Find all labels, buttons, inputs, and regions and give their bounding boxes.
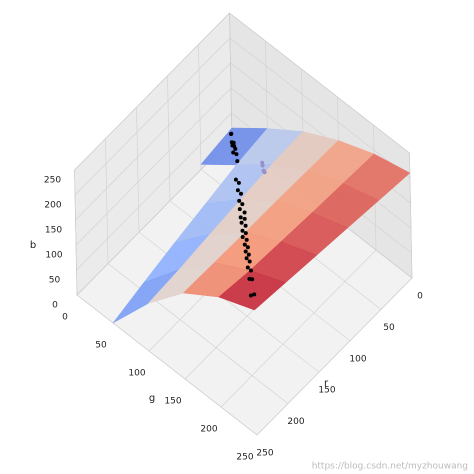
x-axis-label: r bbox=[324, 378, 329, 389]
x-tick-label: 150 bbox=[318, 386, 335, 396]
scatter-point bbox=[243, 231, 248, 236]
scatter-point bbox=[237, 207, 242, 212]
grid-line bbox=[256, 277, 413, 436]
watermark: https://blog.csdn.net/myzhouwang bbox=[312, 462, 468, 472]
scatter-point bbox=[252, 292, 257, 297]
scatter-point bbox=[248, 293, 253, 298]
grid-line bbox=[107, 263, 289, 404]
scatter-point bbox=[234, 152, 239, 157]
scatter-point bbox=[244, 237, 249, 242]
grid-line bbox=[74, 12, 230, 171]
grid-line bbox=[198, 44, 202, 170]
z-tick-label: 250 bbox=[44, 176, 61, 186]
scatter-point bbox=[230, 143, 235, 148]
grid-line bbox=[105, 138, 109, 264]
y-tick-label: 250 bbox=[236, 453, 253, 463]
scatter-point bbox=[238, 215, 243, 220]
scatter-point bbox=[243, 249, 248, 254]
scatter-point bbox=[243, 223, 248, 228]
x-tick-label: 0 bbox=[417, 292, 423, 302]
z-axis-label: b bbox=[30, 240, 36, 251]
x-tick-label: 200 bbox=[287, 417, 304, 427]
z-tick-label: 0 bbox=[52, 301, 58, 311]
z-tick-label: 50 bbox=[49, 276, 61, 286]
grid-line bbox=[220, 249, 377, 408]
z-tick-label: 150 bbox=[45, 226, 62, 236]
scatter-point bbox=[240, 202, 245, 207]
x-tick-label: 100 bbox=[349, 354, 366, 364]
scatter-point bbox=[240, 235, 245, 239]
z-tick-label: 100 bbox=[45, 251, 62, 261]
scatter-point bbox=[245, 245, 250, 250]
grid-line bbox=[74, 169, 78, 296]
scatter-point bbox=[239, 220, 244, 225]
z-tick-label: 200 bbox=[44, 201, 61, 211]
scatter-point bbox=[245, 265, 250, 270]
y-tick-label: 150 bbox=[164, 397, 181, 407]
scatter-point bbox=[239, 191, 243, 196]
grid-line bbox=[75, 62, 231, 221]
grid-line bbox=[76, 112, 232, 271]
grid-line bbox=[229, 12, 233, 139]
grid-line bbox=[75, 87, 232, 246]
grid-line bbox=[229, 37, 411, 179]
grid-line bbox=[229, 12, 410, 154]
grid-line bbox=[167, 75, 171, 201]
scatter-point bbox=[247, 259, 252, 264]
scatter-point bbox=[235, 159, 240, 164]
scatter-point bbox=[229, 131, 234, 136]
scatter-point bbox=[247, 276, 252, 281]
scatter-point bbox=[236, 180, 241, 185]
scatter-point bbox=[248, 268, 253, 273]
grid-line bbox=[76, 294, 258, 436]
scatter-point bbox=[240, 228, 245, 233]
x-tick-label: 250 bbox=[256, 449, 273, 459]
scatter-point bbox=[242, 216, 247, 221]
scatter-point bbox=[231, 150, 236, 155]
y-tick-label: 0 bbox=[62, 313, 68, 323]
scatter-point bbox=[244, 256, 249, 261]
x-tick-label: 50 bbox=[383, 323, 395, 333]
scatter-point bbox=[242, 210, 247, 215]
scatter-point bbox=[262, 170, 267, 175]
scatter-point bbox=[233, 177, 238, 182]
scatter-point bbox=[260, 163, 265, 168]
scatter-point bbox=[246, 252, 251, 257]
scatter-point bbox=[237, 198, 242, 203]
scatter-point bbox=[235, 188, 240, 193]
scatter-point bbox=[242, 242, 247, 247]
y-tick-label: 200 bbox=[200, 425, 217, 435]
scatter-point bbox=[233, 146, 238, 151]
grid-line bbox=[136, 107, 140, 233]
grid-line bbox=[409, 152, 413, 279]
grid-line bbox=[74, 37, 231, 196]
y-tick-label: 50 bbox=[95, 341, 107, 351]
surface-patch bbox=[218, 270, 287, 311]
y-axis-label: g bbox=[149, 393, 155, 404]
y-tick-label: 100 bbox=[128, 369, 145, 379]
scatter-point bbox=[229, 140, 234, 145]
